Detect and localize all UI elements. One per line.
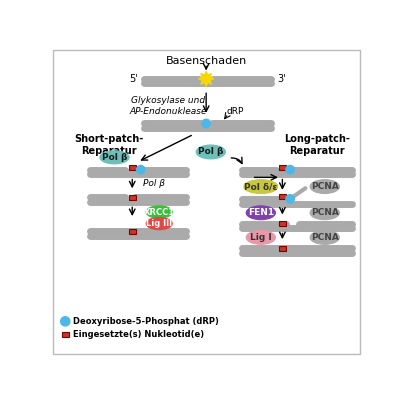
Ellipse shape	[244, 180, 278, 194]
Text: Pol β: Pol β	[102, 153, 127, 162]
Circle shape	[137, 166, 145, 174]
Text: 3': 3'	[277, 74, 286, 84]
Text: 5': 5'	[129, 74, 137, 84]
Bar	[129, 195, 136, 200]
Ellipse shape	[146, 218, 172, 230]
Text: XRCC1: XRCC1	[143, 208, 175, 216]
Text: Pol β: Pol β	[143, 179, 165, 188]
Text: dRP: dRP	[227, 107, 244, 116]
Text: Eingesetzte(s) Nukleotid(e): Eingesetzte(s) Nukleotid(e)	[73, 330, 204, 339]
Text: Pol β: Pol β	[198, 148, 223, 156]
Bar	[129, 228, 136, 234]
Text: Short-patch-
Reparatur: Short-patch- Reparatur	[75, 134, 144, 156]
Text: Deoxyribose-5-Phosphat (dRP): Deoxyribose-5-Phosphat (dRP)	[73, 317, 219, 326]
Text: Lig I: Lig I	[250, 233, 272, 242]
Ellipse shape	[246, 230, 276, 244]
Circle shape	[60, 317, 70, 326]
Bar	[279, 165, 286, 170]
Bar	[279, 194, 286, 199]
Text: PCNA: PCNA	[311, 208, 339, 217]
Text: Lig III: Lig III	[146, 219, 172, 228]
Polygon shape	[198, 71, 214, 86]
Bar	[62, 332, 69, 337]
Bar	[279, 221, 286, 226]
Text: FEN1: FEN1	[248, 208, 274, 217]
Circle shape	[202, 119, 210, 128]
Text: PCNA: PCNA	[311, 182, 339, 191]
Ellipse shape	[246, 206, 276, 220]
Ellipse shape	[146, 206, 172, 218]
Text: PCNA: PCNA	[311, 233, 339, 242]
Bar	[279, 246, 286, 251]
Circle shape	[286, 166, 294, 174]
Bar	[129, 165, 136, 170]
Text: Basenschaden: Basenschaden	[166, 56, 247, 66]
Ellipse shape	[100, 151, 129, 164]
Ellipse shape	[310, 180, 339, 194]
Ellipse shape	[310, 206, 339, 220]
Text: Pol δ/ε: Pol δ/ε	[244, 182, 278, 191]
Text: Long-patch-
Reparatur: Long-patch- Reparatur	[284, 134, 350, 156]
Ellipse shape	[196, 145, 225, 159]
Circle shape	[286, 195, 294, 203]
Text: Glykosylase und
AP-Endonuklease: Glykosylase und AP-Endonuklease	[130, 96, 207, 116]
Ellipse shape	[310, 230, 339, 244]
